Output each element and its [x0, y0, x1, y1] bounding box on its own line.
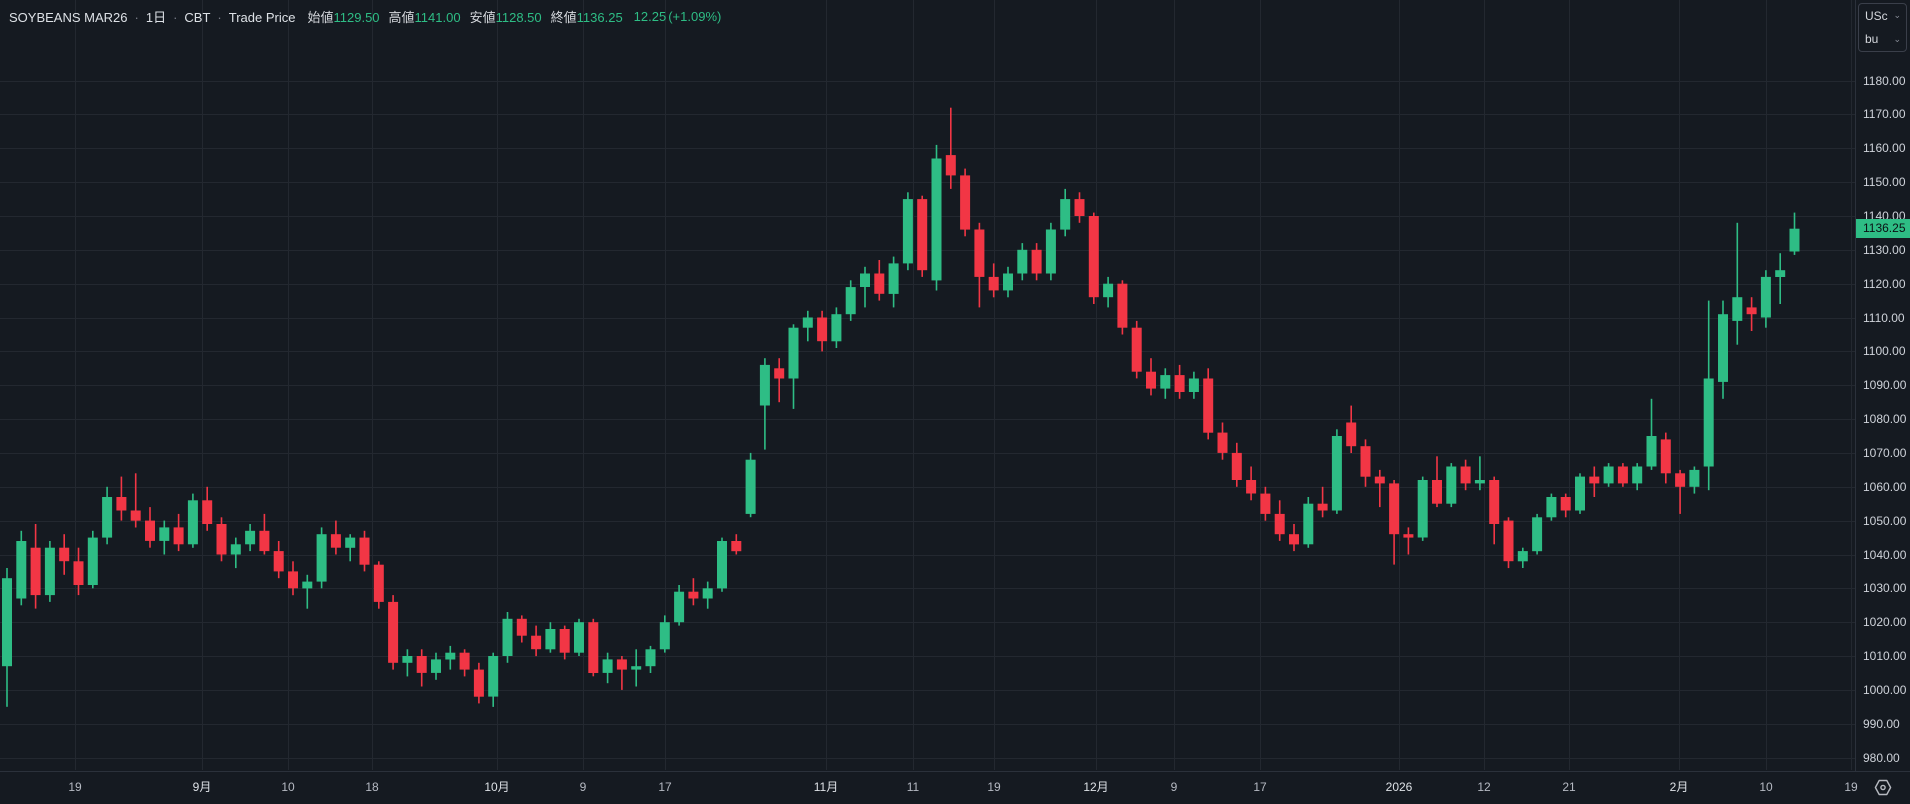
price-tick-label: 1100.00: [1863, 344, 1906, 359]
chevron-down-icon: ⌄: [1893, 33, 1901, 44]
change-value: 12.25: [633, 9, 667, 24]
price-tick-label: 1080.00: [1863, 412, 1907, 427]
interval-label[interactable]: 1日: [145, 10, 167, 25]
time-tick-label: 17: [1253, 780, 1267, 794]
chevron-down-icon: ⌄: [1893, 10, 1901, 21]
last-price-tag: 1136.25: [1856, 219, 1910, 239]
time-tick-label: 19: [1844, 780, 1858, 794]
close-label: 終値: [550, 10, 577, 25]
price-tick-label: 990.00: [1863, 716, 1900, 731]
time-tick-label: 9: [1170, 780, 1178, 794]
time-tick-label: 10月: [484, 780, 510, 794]
price-tick-label: 1000.00: [1863, 682, 1907, 697]
scale-settings-corner: [1856, 771, 1910, 803]
price-tick-label: 1070.00: [1863, 445, 1907, 460]
price-tick-label: 1060.00: [1863, 479, 1907, 494]
price-tick-label: 1180.00: [1863, 73, 1906, 88]
candlestick-chart[interactable]: [0, 0, 1855, 770]
price-scale[interactable]: 1180.00 1170.00 1160.00 1150.00 1140.00 1130.…: [1855, 0, 1910, 771]
price-tick-label: 1130.00: [1863, 242, 1906, 257]
price-tick-label: 1010.00: [1863, 649, 1907, 664]
time-tick-label: 9月: [192, 780, 212, 794]
price-tick-label: 1120.00: [1863, 276, 1906, 291]
change-percent: (+1.09%): [668, 9, 722, 24]
price-tick-label: 1170.00: [1863, 107, 1906, 122]
time-tick-label: 21: [1562, 780, 1576, 794]
unit-measure-dropdown[interactable]: bu ⌄: [1859, 28, 1906, 52]
unit-measure-label: bu: [1865, 32, 1879, 47]
time-tick-label: 19: [987, 780, 1001, 794]
time-tick-label: 2月: [1669, 780, 1689, 794]
symbol-title[interactable]: SOYBEANS MAR26: [9, 10, 128, 25]
unit-currency-dropdown[interactable]: USc ⌄: [1859, 4, 1906, 28]
open-value: 1129.50: [333, 10, 380, 25]
time-tick-label: 11: [906, 780, 920, 794]
time-tick-label: 19: [68, 780, 82, 794]
low-value: 1128.50: [495, 10, 542, 25]
time-tick-label: 11月: [813, 780, 839, 794]
series-label: Trade Price: [228, 10, 296, 25]
time-tick-label: 12月: [1083, 780, 1109, 794]
exchange-label: CBT: [184, 10, 211, 25]
unit-selector: USc ⌄ bu ⌄: [1858, 3, 1907, 52]
chart-canvas[interactable]: [0, 0, 1855, 770]
time-tick-label: 10: [281, 780, 295, 794]
price-tick-label: 1160.00: [1863, 141, 1906, 156]
price-tick-label: 1090.00: [1863, 378, 1907, 393]
open-label: 始値: [307, 10, 334, 25]
time-tick-label: 12: [1477, 780, 1491, 794]
price-tick-label: 1150.00: [1863, 175, 1906, 190]
time-tick-label: 2026: [1385, 780, 1413, 794]
price-tick-label: 1110.00: [1863, 310, 1905, 325]
high-label: 高値: [388, 10, 415, 25]
high-value: 1141.00: [414, 10, 461, 25]
close-value: 1136.25: [576, 10, 623, 25]
price-tick-label: 1020.00: [1863, 615, 1907, 630]
price-tick-label: 1030.00: [1863, 581, 1907, 596]
legend-separator: ·: [173, 10, 178, 25]
legend-separator: ·: [217, 10, 222, 25]
time-tick-label: 9: [579, 780, 587, 794]
price-tick-label: 1040.00: [1863, 547, 1907, 562]
time-tick-label: 17: [658, 780, 672, 794]
price-tick-label: 980.00: [1863, 750, 1900, 765]
price-tick-label: 1050.00: [1863, 513, 1907, 528]
legend-separator: ·: [134, 10, 139, 25]
axis-settings-icon[interactable]: [1872, 778, 1894, 797]
time-tick-label: 10: [1759, 780, 1773, 794]
low-label: 安値: [469, 10, 496, 25]
time-scale[interactable]: 19 9月 10 18 10月 9 17 11月 11 19 12月 9 17 2026 12 21 2月 10 1…: [0, 771, 1910, 804]
unit-currency-label: USc: [1865, 8, 1888, 23]
time-tick-label: 18: [365, 780, 379, 794]
legend: SOYBEANS MAR26 · 1日 · CBT · Trade Price 始値1129…: [9, 7, 721, 26]
